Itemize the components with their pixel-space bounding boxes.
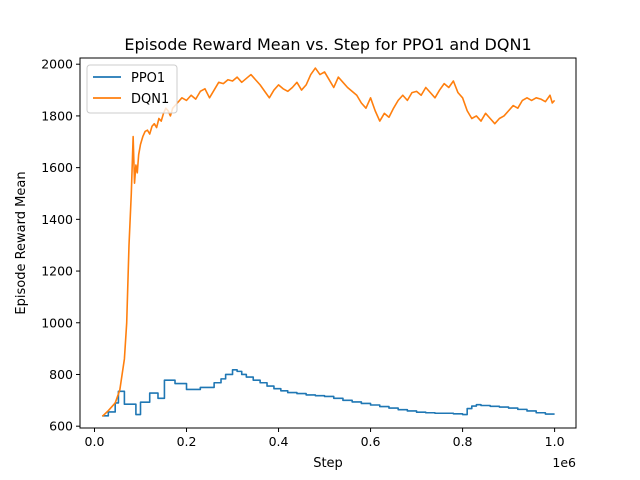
x-axis: 0.0 0.2 0.4 0.6 0.8 1.0 (85, 428, 565, 449)
x-tick-label: 0.2 (177, 434, 197, 449)
plot-frame (79, 57, 577, 429)
series-line-dqn1 (101, 67, 556, 417)
legend-label-ppo1: PPO1 (131, 71, 165, 86)
x-tick-label: 0.4 (269, 434, 289, 449)
legend-label-dqn1: DQN1 (131, 92, 169, 107)
y-axis-label: Episode Reward Mean (14, 171, 29, 314)
x-tick-label: 0.6 (361, 434, 381, 449)
series-layer (101, 67, 556, 417)
x-axis-label: Step (313, 456, 343, 471)
x-axis-offset-text: 1e6 (552, 455, 576, 470)
y-tick-label: 1600 (41, 160, 73, 175)
y-tick-label: 1000 (41, 315, 73, 330)
x-tick-label: 1.0 (545, 434, 565, 449)
y-tick-label: 1200 (41, 264, 73, 279)
y-tick-label: 1400 (41, 212, 73, 227)
x-tick-label: 0.0 (85, 434, 105, 449)
y-tick-label: 600 (49, 419, 73, 434)
series-line-ppo1 (102, 369, 555, 417)
y-tick-label: 800 (49, 367, 73, 382)
chart-title: Episode Reward Mean vs. Step for PPO1 an… (124, 35, 531, 54)
y-tick-label: 1800 (41, 108, 73, 123)
legend: PPO1 DQN1 (86, 64, 178, 114)
y-axis: 600 800 1000 1200 1400 1600 1800 2000 (41, 57, 80, 434)
y-tick-label: 2000 (41, 57, 73, 72)
x-tick-label: 0.8 (453, 434, 473, 449)
